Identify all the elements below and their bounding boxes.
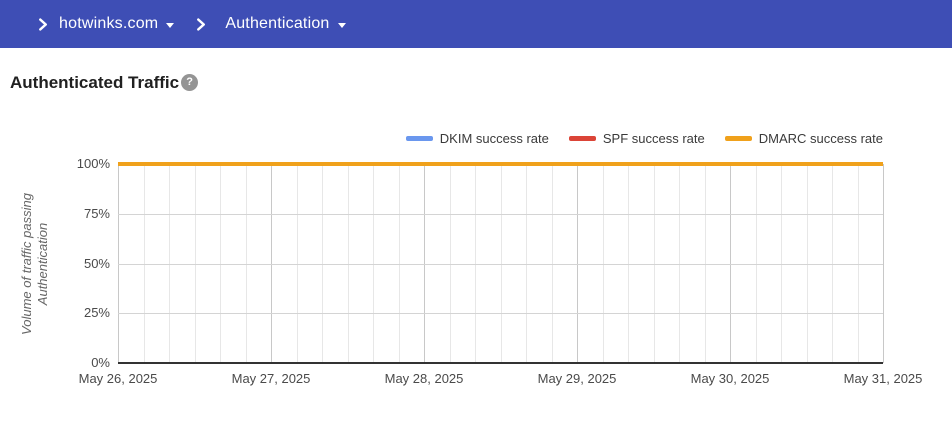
legend-item: SPF success rate: [568, 131, 705, 146]
legend-label: SPF success rate: [602, 131, 705, 146]
report-selector-label: Authentication: [225, 15, 330, 32]
chart-legend: DKIM success rate SPF success rate DMARC s…: [0, 131, 883, 146]
legend-item: DMARC success rate: [724, 131, 883, 146]
page-title: Authenticated Traffic: [10, 73, 180, 92]
chart-area: Volume of traffic passing Authentication…: [0, 156, 952, 399]
legend-swatch: [405, 136, 433, 141]
legend-label: DMARC success rate: [758, 131, 883, 146]
legend-swatch: [568, 136, 596, 141]
y-axis-tick: 0%: [91, 355, 110, 370]
chevron-right-icon: [194, 17, 207, 31]
y-axis-tick: 50%: [83, 255, 110, 271]
y-axis-tick: 75%: [83, 205, 110, 221]
domain-selector-label: hotwinks.com: [59, 15, 159, 32]
caret-down-icon: [337, 22, 346, 28]
caret-down-icon: [166, 22, 175, 28]
x-axis-label: May 29, 2025: [537, 371, 617, 386]
x-axis-label: May 31, 2025: [843, 371, 923, 386]
series-lines: [118, 162, 883, 166]
x-axis-label: May 28, 2025: [384, 371, 464, 386]
y-axis-tick: 25%: [83, 305, 110, 321]
legend-swatch: [724, 136, 752, 141]
help-icon[interactable]: ?: [181, 74, 199, 91]
title-row: Authenticated Traffic ?: [0, 48, 952, 93]
plot-area[interactable]: [118, 162, 884, 364]
gridline-vertical-major: [883, 164, 884, 363]
report-selector[interactable]: Authentication: [225, 15, 346, 33]
legend-label: DKIM success rate: [439, 131, 549, 146]
domain-selector[interactable]: hotwinks.com: [59, 15, 175, 33]
top-nav-bar: hotwinks.com Authentication: [0, 0, 952, 48]
x-axis-line: [118, 362, 883, 364]
chevron-right-icon: [36, 17, 49, 31]
x-axis-label: May 26, 2025: [78, 371, 158, 386]
x-axis-label: May 30, 2025: [690, 371, 770, 386]
x-axis-label: May 27, 2025: [231, 371, 311, 386]
y-axis-tick: 100%: [76, 156, 110, 171]
gridline-horizontal: [118, 213, 883, 215]
legend-item: DKIM success rate: [405, 131, 549, 146]
gridline-horizontal: [118, 313, 883, 315]
gridline-horizontal: [118, 263, 883, 265]
